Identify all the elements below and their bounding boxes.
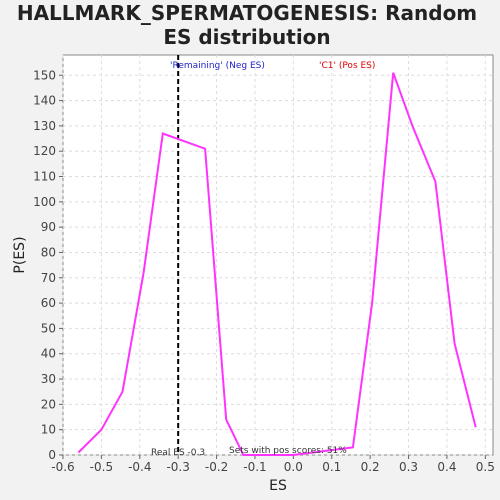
y-tick-label: 10 (41, 423, 56, 437)
x-tick-label: -0.6 (51, 460, 74, 474)
series-line (77, 72, 477, 456)
y-tick-label: 110 (33, 170, 56, 184)
x-tick-label: -0.2 (205, 460, 228, 474)
x-tick-label: 0.4 (437, 460, 456, 474)
plot-area (62, 54, 494, 456)
x-tick-label: 0.1 (322, 460, 341, 474)
y-tick-label: 120 (33, 144, 56, 158)
y-tick-label: 150 (33, 68, 56, 82)
x-tick-label: -0.1 (243, 460, 266, 474)
y-tick-label: 90 (41, 220, 56, 234)
y-tick-label: 130 (33, 119, 56, 133)
y-tick-label: 20 (41, 397, 56, 411)
neg-es-label: 'Remaining' (Neg ES) (170, 61, 265, 71)
x-tick-label: -0.5 (90, 460, 113, 474)
chart-title-line-1: HALLMARK_SPERMATOGENESIS: Random (17, 1, 477, 25)
y-tick-label: 0 (48, 448, 56, 462)
y-tick-label: 40 (41, 347, 56, 361)
pos-es-label: 'C1' (Pos ES) (319, 61, 375, 71)
y-tick-label: 30 (41, 372, 56, 386)
y-tick-label: 70 (41, 271, 56, 285)
y-tick-label: 50 (41, 321, 56, 335)
y-tick-label: 60 (41, 296, 56, 310)
x-tick-label: -0.4 (128, 460, 151, 474)
axis-ticks: -0.6 -0.5 -0.4 -0.3 -0.2 -0.1 0.0 0.1 0.2 0.3 0.4 0… (33, 68, 495, 474)
y-axis-label: P(ES) (12, 236, 28, 273)
pos-scores-label: Sets with pos scores: 51% (229, 446, 347, 456)
x-axis-label: ES (269, 478, 287, 494)
x-tick-label: 0.2 (361, 460, 380, 474)
real-es-label: Real ES -0.3 (151, 448, 205, 458)
y-tick-label: 80 (41, 245, 56, 259)
y-tick-label: 100 (33, 195, 56, 209)
y-tick-label: 140 (33, 94, 56, 108)
x-tick-label: -0.3 (166, 460, 189, 474)
chart-title-line-2: ES distribution (163, 25, 330, 49)
x-tick-label: 0.0 (284, 460, 303, 474)
x-tick-label: 0.3 (399, 460, 418, 474)
x-tick-label: 0.5 (476, 460, 495, 474)
